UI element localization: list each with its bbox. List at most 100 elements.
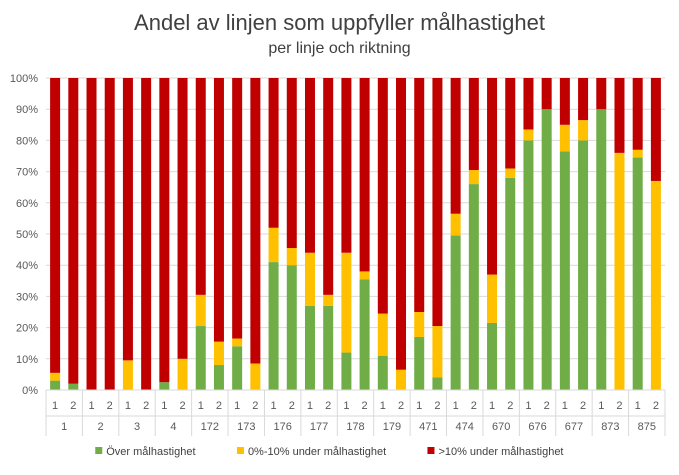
bar-segment-3 xyxy=(650,78,661,181)
bar-segment-2 xyxy=(286,248,297,266)
bar-segment-1 xyxy=(505,177,516,390)
bar-segment-2 xyxy=(559,124,570,152)
group-label: 178 xyxy=(346,421,364,433)
bar-segment-3 xyxy=(268,78,279,228)
bar-segment-3 xyxy=(541,78,552,110)
bar-segment-3 xyxy=(614,78,625,153)
bar-segment-1 xyxy=(559,151,570,390)
y-tick-label: 50% xyxy=(16,229,38,241)
x-tick-label: 1 xyxy=(125,400,131,412)
bar-segment-2 xyxy=(323,294,334,306)
bar-segment-2 xyxy=(523,129,534,141)
chart-title: Andel av linjen som uppfyller målhastigh… xyxy=(134,10,545,35)
x-tick-label: 1 xyxy=(453,400,459,412)
legend-label: Över målhastighet xyxy=(106,446,195,458)
bar-segment-2 xyxy=(50,372,61,381)
group-label: 172 xyxy=(201,421,219,433)
bar-segment-1 xyxy=(432,377,443,390)
bar-segment-3 xyxy=(104,78,115,390)
bar-segment-3 xyxy=(487,78,498,275)
bar-segment-3 xyxy=(68,78,79,384)
bar-segment-1 xyxy=(323,305,334,390)
x-tick-label: 2 xyxy=(653,400,659,412)
x-tick-label: 1 xyxy=(198,400,204,412)
x-tick-label: 1 xyxy=(489,400,495,412)
bar-segment-1 xyxy=(632,157,643,390)
x-tick-label: 2 xyxy=(434,400,440,412)
bar-segment-3 xyxy=(323,78,334,295)
x-tick-label: 1 xyxy=(416,400,422,412)
bar-segment-3 xyxy=(632,78,643,150)
legend-label: >10% under målhastighet xyxy=(438,446,563,458)
bar-segment-1 xyxy=(195,326,206,390)
y-tick-label: 0% xyxy=(22,385,38,397)
x-tick-label: 2 xyxy=(616,400,622,412)
bar-segment-1 xyxy=(523,140,534,390)
x-tick-label: 1 xyxy=(234,400,240,412)
bar-segment-3 xyxy=(122,78,133,361)
y-tick-label: 70% xyxy=(16,167,38,179)
x-tick-label: 2 xyxy=(398,400,404,412)
bar-segment-2 xyxy=(468,170,479,185)
chart-subtitle: per linje och riktning xyxy=(268,40,411,57)
x-tick-label: 1 xyxy=(161,400,167,412)
legend-label: 0%-10% under målhastighet xyxy=(248,446,386,458)
bar-segment-1 xyxy=(213,365,224,390)
bar-segment-2 xyxy=(195,294,206,327)
group-label: 474 xyxy=(456,421,474,433)
x-tick-label: 2 xyxy=(70,400,76,412)
bar-segment-3 xyxy=(286,78,297,249)
bar-segment-1 xyxy=(341,352,352,390)
bar-segment-2 xyxy=(268,227,279,263)
bar-segment-2 xyxy=(614,152,625,390)
bar-segment-1 xyxy=(159,382,170,390)
x-tick-label: 2 xyxy=(580,400,586,412)
bar-segment-3 xyxy=(596,78,607,110)
y-tick-label: 20% xyxy=(16,323,38,335)
bar-segment-3 xyxy=(177,78,188,359)
x-tick-label: 2 xyxy=(216,400,222,412)
x-tick-label: 2 xyxy=(471,400,477,412)
x-tick-label: 1 xyxy=(635,400,641,412)
bar-segment-1 xyxy=(541,109,552,390)
bar-segment-3 xyxy=(559,78,570,125)
bar-segment-2 xyxy=(341,252,352,353)
bar-segment-2 xyxy=(250,363,261,390)
y-tick-label: 100% xyxy=(10,73,38,85)
bar-segment-3 xyxy=(396,78,407,370)
bar-segment-3 xyxy=(450,78,461,214)
group-label: 1 xyxy=(61,421,67,433)
bar-segment-3 xyxy=(195,78,206,295)
group-label: 173 xyxy=(237,421,255,433)
bar-segment-3 xyxy=(523,78,534,130)
x-tick-label: 2 xyxy=(289,400,295,412)
bar-segment-1 xyxy=(578,140,589,390)
x-tick-label: 2 xyxy=(544,400,550,412)
bar-segment-2 xyxy=(213,341,224,366)
group-label: 471 xyxy=(419,421,437,433)
x-tick-label: 1 xyxy=(271,400,277,412)
legend-swatch xyxy=(427,447,435,454)
y-tick-label: 90% xyxy=(16,104,38,116)
group-label: 4 xyxy=(170,421,176,433)
bar-segment-3 xyxy=(377,78,388,314)
bar-segment-3 xyxy=(159,78,170,383)
x-tick-label: 1 xyxy=(562,400,568,412)
bar-segment-3 xyxy=(578,78,589,121)
x-tick-label: 2 xyxy=(107,400,113,412)
x-tick-label: 2 xyxy=(507,400,513,412)
group-label: 2 xyxy=(98,421,104,433)
bar-segment-2 xyxy=(304,252,315,306)
bar-segment-2 xyxy=(177,358,188,390)
bar-segment-1 xyxy=(286,265,297,390)
bar-segment-1 xyxy=(468,184,479,390)
bar-segment-2 xyxy=(578,120,589,141)
legend-swatch xyxy=(236,447,244,454)
bar-segment-3 xyxy=(414,78,425,312)
bar-segment-3 xyxy=(505,78,516,169)
bar-segment-1 xyxy=(596,109,607,390)
bar-segment-2 xyxy=(432,326,443,378)
x-tick-label: 1 xyxy=(380,400,386,412)
